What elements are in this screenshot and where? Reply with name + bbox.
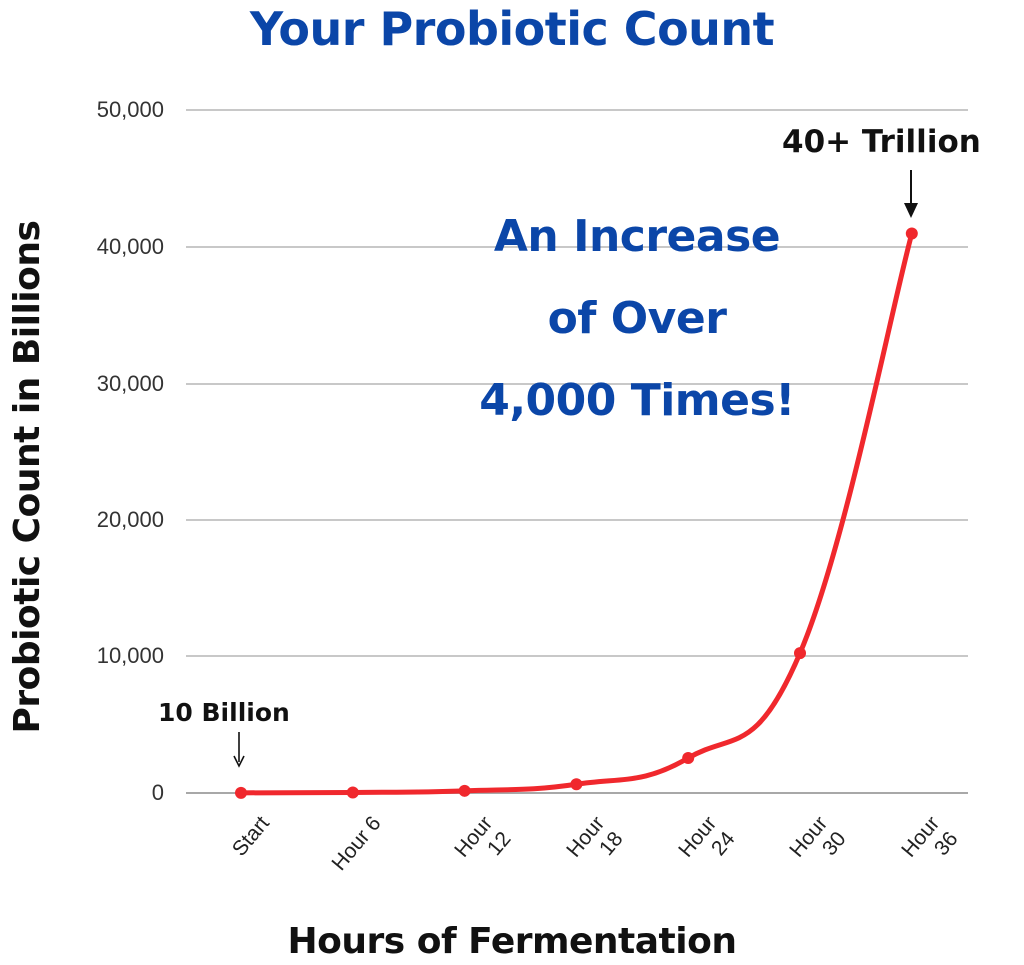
chart-title: Your Probiotic Count (249, 2, 775, 56)
y-tick-0: 0 (151, 780, 164, 805)
annotation-start: 10 Billion (158, 698, 290, 727)
gridline-20000 (186, 519, 968, 521)
y-tick-10000: 10,000 (96, 643, 164, 668)
arrow-down-icon (904, 170, 918, 218)
data-point-marker (346, 786, 359, 799)
series-line (238, 230, 915, 796)
arrow-down-icon (233, 732, 245, 768)
annotation-end: 40+ Trillion (782, 124, 981, 160)
data-point-marker (235, 786, 247, 799)
data-point-marker (905, 227, 918, 240)
data-point-marker (458, 784, 471, 797)
series-markers (235, 227, 918, 799)
data-point-marker (570, 778, 583, 791)
gridline-0 (186, 792, 968, 794)
callout-line: of Over (547, 293, 727, 344)
callout-line: 4,000 Times! (479, 375, 795, 426)
x-axis-label-text: Hours of Fermentation (287, 921, 737, 962)
gridline-30000 (186, 383, 968, 385)
y-tick-40000: 40,000 (96, 234, 164, 259)
gridline-10000 (186, 655, 968, 657)
x-axis-label: Hours of Fermentation (0, 920, 1024, 964)
y-tick-30000: 30,000 (96, 371, 164, 396)
data-point-marker (682, 752, 695, 765)
callout-line: An Increase (493, 211, 781, 262)
callout-text: An Increase of Over 4,000 Times! (432, 196, 842, 442)
y-tick-50000: 50,000 (96, 97, 164, 122)
gridline-50000 (186, 109, 968, 111)
y-tick-20000: 20,000 (96, 507, 164, 532)
data-point-marker (794, 647, 806, 660)
gridline-40000 (186, 246, 968, 248)
